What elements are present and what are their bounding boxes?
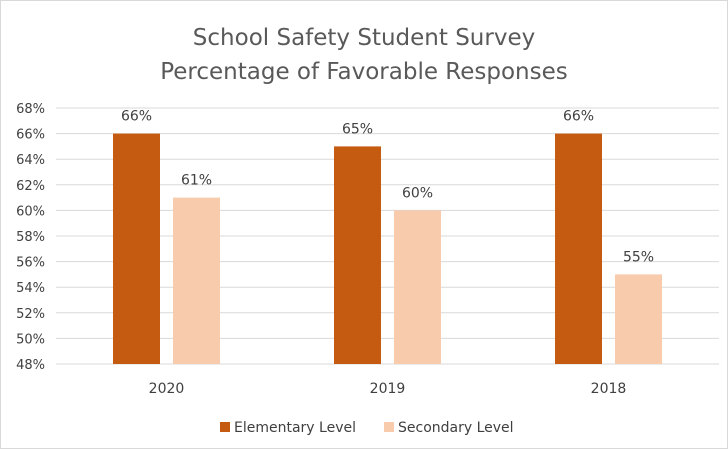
y-tick-label: 66% (16, 128, 45, 143)
data-label: 60% (402, 185, 433, 201)
bar-elementary-level-2020 (113, 133, 160, 364)
x-category-label: 2018 (591, 381, 627, 397)
gridlines (56, 107, 719, 365)
legend-label: Elementary Level (234, 420, 356, 436)
legend-swatch (384, 422, 394, 432)
data-label: 66% (563, 109, 594, 125)
data-label: 55% (623, 249, 654, 265)
y-tick-label: 48% (16, 358, 45, 373)
data-label: 61% (181, 173, 212, 189)
y-tick-label: 68% (16, 102, 45, 117)
y-tick-label: 60% (16, 204, 45, 219)
y-tick-label: 64% (16, 153, 45, 168)
chart-subtitle: Percentage of Favorable Responses (160, 59, 568, 85)
bar-secondary-level-2018 (615, 274, 662, 364)
data-label: 65% (342, 121, 373, 137)
bar-secondary-level-2019 (394, 210, 441, 364)
legend: Elementary Level Secondary Level (220, 420, 514, 436)
y-tick-label: 58% (16, 230, 45, 245)
y-tick-label: 50% (16, 332, 45, 347)
bar-elementary-level-2018 (555, 133, 602, 364)
y-tick-label: 62% (16, 179, 45, 194)
x-category-label: 2019 (370, 381, 406, 397)
bar-secondary-level-2020 (173, 197, 220, 364)
y-tick-label: 52% (16, 307, 45, 322)
y-axis-ticks: 48% 50% 52% 54% 56% 58% 60% 62% 64% 66% 68% (16, 102, 45, 373)
data-label: 66% (121, 109, 152, 125)
bars (113, 133, 662, 364)
legend-label: Secondary Level (398, 420, 514, 436)
x-category-label: 2020 (149, 381, 185, 397)
y-tick-label: 56% (16, 256, 45, 271)
x-axis-categories: 2020 2019 2018 (149, 381, 627, 397)
legend-swatch (220, 422, 230, 432)
chart-title: School Safety Student Survey (193, 25, 535, 51)
y-tick-label: 54% (16, 281, 45, 296)
data-labels: 66% 61% 65% 60% 66% 55% (121, 109, 654, 266)
bar-elementary-level-2019 (334, 146, 381, 364)
